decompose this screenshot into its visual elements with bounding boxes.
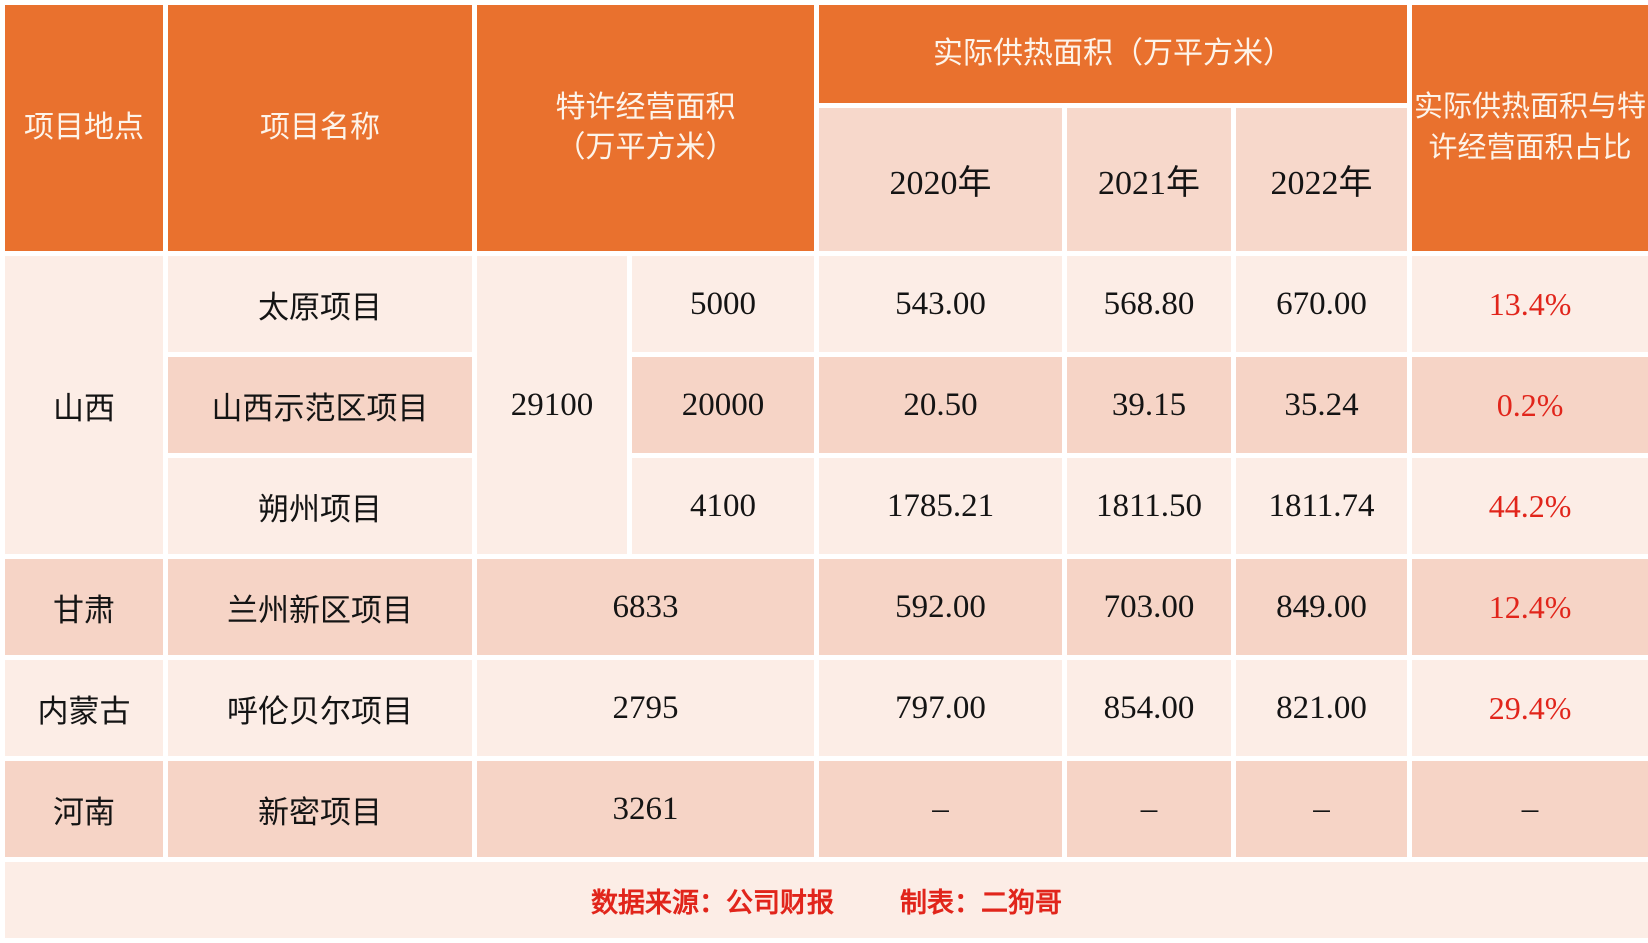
y2022-cell: 35.24 [1234,355,1410,456]
franchise-cell: 6833 [475,557,817,658]
franchise-cell: 20000 [630,355,817,456]
header-project-location: 项目地点 [3,3,166,254]
y2022-cell: 821.00 [1234,658,1410,759]
project-cell: 兰州新区项目 [166,557,475,658]
y2020-cell: 592.00 [817,557,1065,658]
header-franchise-area: 特许经营面积 （万平方米） [475,3,817,254]
header-year-2022: 2022年 [1234,106,1410,254]
ratio-cell: 0.2% [1410,355,1648,456]
ratio-cell: 44.2% [1410,456,1648,557]
y2022-cell: 849.00 [1234,557,1410,658]
y2021-cell: 1811.50 [1065,456,1234,557]
table-row: 甘肃 兰州新区项目 6833 592.00 703.00 849.00 12.4… [3,557,1648,658]
ratio-cell: 12.4% [1410,557,1648,658]
y2020-cell: – [817,759,1065,860]
y2022-cell: 1811.74 [1234,456,1410,557]
project-cell: 新密项目 [166,759,475,860]
location-cell: 山西 [3,254,166,557]
franchise-cell: 4100 [630,456,817,557]
header-year-2021: 2021年 [1065,106,1234,254]
data-source-label: 数据来源：公司财报 [591,888,834,918]
y2021-cell: – [1065,759,1234,860]
y2021-cell: 39.15 [1065,355,1234,456]
franchise-total-cell: 29100 [475,254,630,557]
project-cell: 山西示范区项目 [166,355,475,456]
header-franchise-line1: 特许经营面积 [477,88,814,129]
ratio-cell: 13.4% [1410,254,1648,355]
y2020-cell: 797.00 [817,658,1065,759]
y2020-cell: 543.00 [817,254,1065,355]
table-row: 山西示范区项目 20000 20.50 39.15 35.24 0.2% [3,355,1648,456]
project-cell: 朔州项目 [166,456,475,557]
y2020-cell: 20.50 [817,355,1065,456]
y2021-cell: 703.00 [1065,557,1234,658]
table-footer-row: 数据来源：公司财报 制表：二狗哥 [3,860,1648,941]
table-row: 山西 太原项目 29100 5000 543.00 568.80 670.00 … [3,254,1648,355]
author-label: 制表：二狗哥 [900,888,1062,918]
y2022-cell: – [1234,759,1410,860]
location-cell: 河南 [3,759,166,860]
project-cell: 呼伦贝尔项目 [166,658,475,759]
table-row: 内蒙古 呼伦贝尔项目 2795 797.00 854.00 821.00 29.… [3,658,1648,759]
franchise-cell: 3261 [475,759,817,860]
table-row: 朔州项目 4100 1785.21 1811.50 1811.74 44.2% [3,456,1648,557]
franchise-cell: 5000 [630,254,817,355]
header-ratio: 实际供热面积与特许经营面积占比 [1410,3,1648,254]
header-franchise-line2: （万平方米） [477,128,814,169]
y2020-cell: 1785.21 [817,456,1065,557]
table-header: 项目地点 项目名称 特许经营面积 （万平方米） 实际供热面积（万平方米） 实际供… [3,3,1648,254]
header-project-name: 项目名称 [166,3,475,254]
y2022-cell: 670.00 [1234,254,1410,355]
ratio-cell: – [1410,759,1648,860]
franchise-cell: 2795 [475,658,817,759]
ratio-cell: 29.4% [1410,658,1648,759]
y2021-cell: 854.00 [1065,658,1234,759]
table-body: 山西 太原项目 29100 5000 543.00 568.80 670.00 … [3,254,1648,941]
y2021-cell: 568.80 [1065,254,1234,355]
footer-note: 数据来源：公司财报 制表：二狗哥 [3,860,1648,941]
header-year-2020: 2020年 [817,106,1065,254]
table-row: 河南 新密项目 3261 – – – – [3,759,1648,860]
location-cell: 内蒙古 [3,658,166,759]
location-cell: 甘肃 [3,557,166,658]
project-cell: 太原项目 [166,254,475,355]
header-actual-area: 实际供热面积（万平方米） [817,3,1410,106]
